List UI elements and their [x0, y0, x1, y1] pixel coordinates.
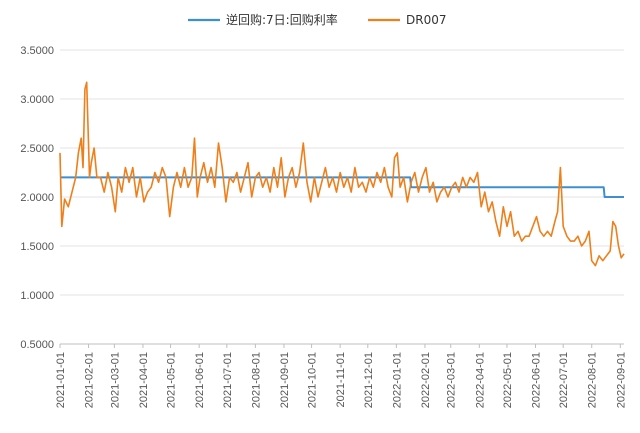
- x-tick-label: 2022-03-01: [446, 352, 458, 408]
- x-tick-label: 2021-01-01: [55, 352, 67, 408]
- axes: 0.5000 1.0000 1.5000 2.0000 2.5000 3.0000 3.50…: [20, 45, 627, 408]
- x-tick-label: 2021-03-01: [109, 352, 121, 408]
- gridlines: [60, 49, 624, 345]
- x-tick-label: 2022-08-01: [587, 352, 599, 408]
- y-tick-label: 2.5000: [20, 143, 54, 155]
- y-tick-label: 3.5000: [20, 45, 54, 57]
- x-tick-label: 2022-09-01: [615, 352, 627, 408]
- x-tick-label: 2021-02-01: [84, 352, 96, 408]
- x-tick-label: 2021-08-01: [250, 352, 262, 408]
- legend-label: 逆回购:7日:回购利率: [226, 12, 338, 27]
- series-line-1: [59, 81, 625, 267]
- x-tick-label: 2021-07-01: [222, 352, 234, 408]
- x-tick-label: 2022-01-01: [391, 352, 403, 408]
- series-line-0: [60, 176, 624, 198]
- x-tick-label: 2021-12-01: [363, 352, 375, 408]
- y-tick-label: 1.0000: [20, 290, 54, 302]
- y-tick-label: 0.5000: [20, 339, 54, 351]
- legend-label: DR007: [406, 13, 446, 27]
- x-tick-label: 2021-05-01: [166, 352, 178, 408]
- x-tick-label: 2022-07-01: [558, 352, 570, 408]
- x-tick-label: 2021-10-01: [307, 352, 319, 408]
- x-tick-label: 2022-02-01: [420, 352, 432, 408]
- series-lines: [59, 81, 625, 267]
- x-tick-label: 2021-04-01: [138, 352, 150, 408]
- y-tick-label: 3.0000: [20, 94, 54, 106]
- x-tick-label: 2021-09-01: [279, 352, 291, 408]
- legend: 逆回购:7日:回购利率 DR007: [188, 12, 446, 27]
- x-tick-label: 2022-06-01: [531, 352, 543, 408]
- y-tick-label: 2.0000: [20, 192, 54, 204]
- x-tick-label: 2021-11-01: [335, 352, 347, 407]
- x-tick-label: 2022-05-01: [502, 352, 514, 408]
- x-tick-label: 2022-04-01: [474, 352, 486, 408]
- y-tick-label: 1.5000: [20, 241, 54, 253]
- x-tick-label: 2021-06-01: [194, 352, 206, 408]
